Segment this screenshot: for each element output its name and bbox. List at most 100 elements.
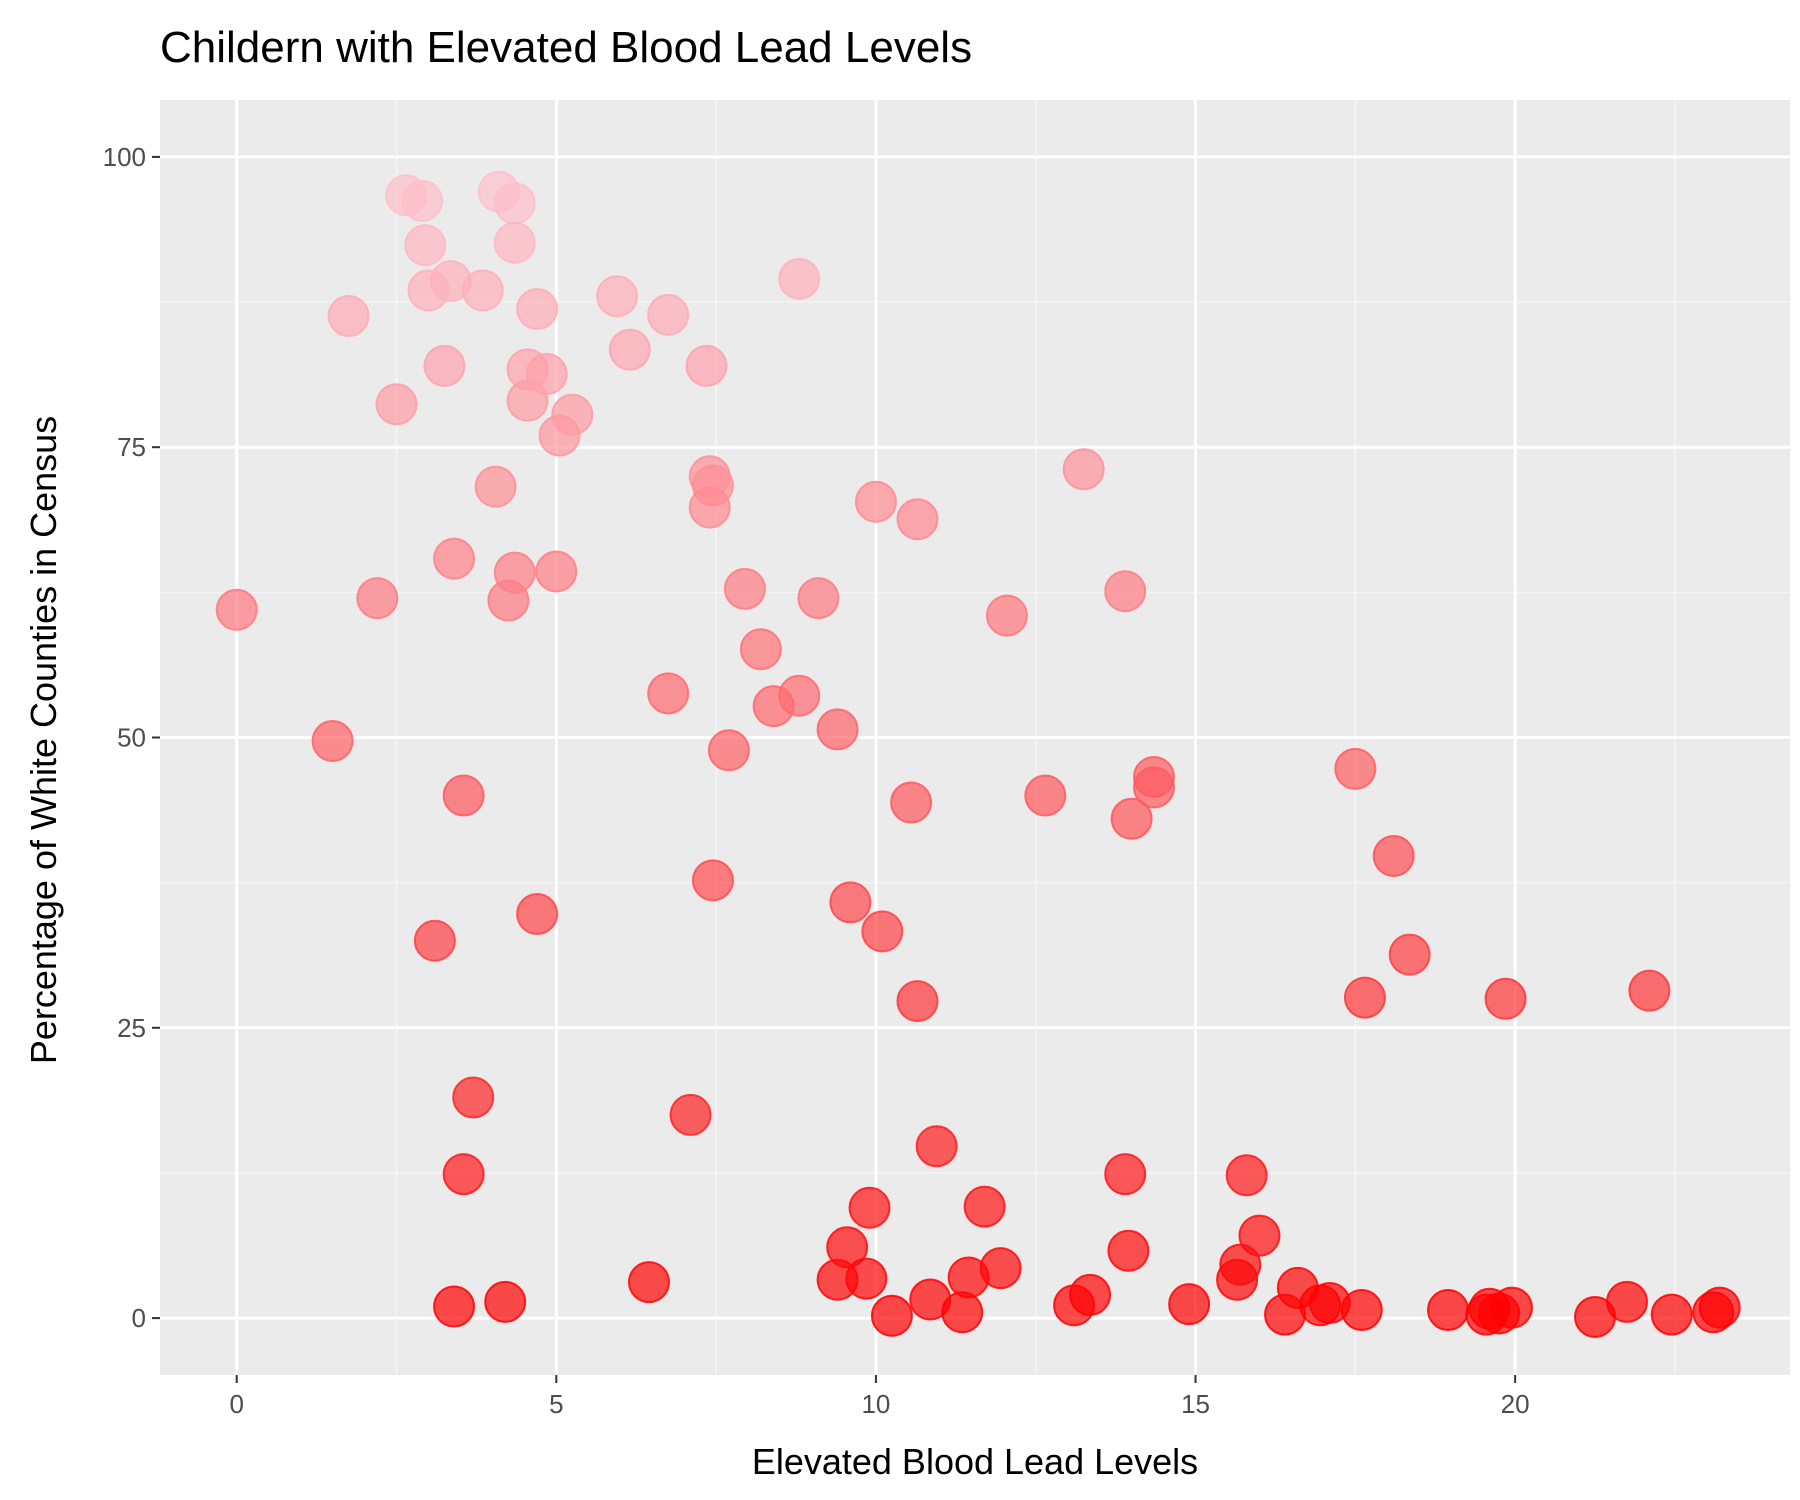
data-point bbox=[1427, 1288, 1470, 1331]
data-point bbox=[941, 1291, 984, 1334]
data-point bbox=[1132, 766, 1175, 809]
data-point bbox=[311, 719, 354, 762]
data-point bbox=[685, 344, 728, 387]
minor-gridlines bbox=[160, 100, 1790, 1375]
data-point bbox=[669, 1093, 712, 1136]
data-point bbox=[628, 1261, 670, 1304]
data-point bbox=[493, 551, 536, 594]
plot-panel bbox=[160, 100, 1790, 1375]
data-point bbox=[1490, 1286, 1533, 1329]
x-axis-title: Elevated Blood Lead Levels bbox=[752, 1441, 1198, 1482]
data-point bbox=[979, 1247, 1022, 1290]
data-point bbox=[551, 393, 594, 436]
data-point bbox=[404, 224, 447, 267]
data-point bbox=[848, 1186, 891, 1229]
y-tick-label: 25 bbox=[117, 1013, 146, 1043]
points-layer bbox=[215, 170, 1741, 1338]
data-point bbox=[413, 919, 456, 962]
y-tick-label: 50 bbox=[117, 723, 146, 753]
data-point bbox=[1107, 1229, 1150, 1272]
data-point bbox=[778, 257, 821, 300]
data-point bbox=[1104, 570, 1147, 613]
data-point bbox=[375, 383, 418, 426]
data-point bbox=[1334, 747, 1377, 790]
x-axis-ticks: 0 5 10 15 20 bbox=[229, 1375, 1530, 1419]
data-point bbox=[890, 781, 933, 824]
data-point bbox=[797, 577, 840, 620]
y-tick-label: 75 bbox=[117, 432, 146, 462]
data-point bbox=[1219, 1243, 1262, 1286]
data-point bbox=[829, 881, 872, 924]
data-point bbox=[1024, 774, 1067, 817]
data-point bbox=[778, 674, 821, 717]
data-point bbox=[516, 288, 559, 331]
data-point bbox=[423, 344, 466, 387]
x-tick-label: 10 bbox=[861, 1389, 890, 1419]
data-point bbox=[596, 275, 639, 318]
data-point bbox=[1484, 977, 1527, 1020]
data-point bbox=[356, 577, 399, 620]
data-point bbox=[493, 221, 536, 264]
data-point bbox=[816, 708, 859, 751]
data-point bbox=[1628, 969, 1671, 1012]
data-point bbox=[707, 729, 750, 772]
data-point bbox=[1698, 1286, 1741, 1329]
data-point bbox=[516, 893, 559, 936]
x-tick-label: 15 bbox=[1181, 1389, 1210, 1419]
data-point bbox=[870, 1294, 913, 1337]
data-point bbox=[442, 774, 485, 817]
chart-title: Childern with Elevated Blood Lead Levels bbox=[160, 23, 972, 72]
data-point bbox=[1343, 976, 1386, 1019]
data-point bbox=[1168, 1283, 1211, 1326]
data-point bbox=[647, 672, 690, 715]
data-point bbox=[854, 480, 897, 523]
x-tick-label: 0 bbox=[229, 1389, 243, 1419]
data-point bbox=[1069, 1273, 1112, 1316]
data-point bbox=[484, 1280, 527, 1323]
data-point bbox=[1650, 1293, 1693, 1336]
data-point bbox=[985, 594, 1028, 637]
data-point bbox=[896, 980, 939, 1023]
data-point bbox=[433, 1285, 476, 1328]
data-point bbox=[525, 353, 568, 396]
major-gridlines bbox=[160, 100, 1790, 1375]
data-point bbox=[608, 328, 651, 371]
data-point bbox=[1110, 797, 1153, 840]
data-point bbox=[1062, 448, 1105, 491]
data-point bbox=[401, 180, 444, 223]
data-point bbox=[215, 588, 258, 631]
data-point bbox=[1340, 1288, 1383, 1331]
data-point bbox=[691, 859, 734, 902]
data-point bbox=[896, 498, 939, 541]
y-axis-title: Percentage of White Counties in Census bbox=[23, 416, 64, 1064]
data-point bbox=[1238, 1214, 1281, 1257]
data-point bbox=[1225, 1154, 1268, 1197]
data-point bbox=[442, 1153, 485, 1196]
data-point bbox=[327, 294, 370, 337]
data-point bbox=[1606, 1280, 1648, 1323]
y-tick-label: 0 bbox=[132, 1303, 146, 1333]
data-point bbox=[915, 1125, 958, 1168]
data-point bbox=[688, 486, 731, 529]
data-point bbox=[1104, 1153, 1147, 1196]
data-point bbox=[845, 1257, 888, 1300]
data-point bbox=[739, 628, 782, 671]
data-point bbox=[963, 1185, 1006, 1228]
data-point bbox=[461, 269, 504, 312]
data-point bbox=[861, 910, 904, 953]
y-tick-label: 100 bbox=[103, 142, 146, 172]
data-point bbox=[452, 1076, 495, 1119]
x-tick-label: 20 bbox=[1501, 1389, 1530, 1419]
data-point bbox=[647, 293, 690, 336]
data-point bbox=[493, 182, 536, 225]
data-point bbox=[826, 1226, 869, 1269]
axes: 0 5 10 15 20 0 25 50 75 100 bbox=[103, 142, 1530, 1419]
data-point bbox=[474, 465, 517, 508]
data-point bbox=[723, 567, 766, 610]
data-point bbox=[535, 550, 578, 593]
data-point bbox=[433, 537, 476, 580]
x-tick-label: 5 bbox=[549, 1389, 563, 1419]
data-point bbox=[1388, 933, 1431, 976]
y-axis-ticks: 0 25 50 75 100 bbox=[103, 142, 160, 1333]
